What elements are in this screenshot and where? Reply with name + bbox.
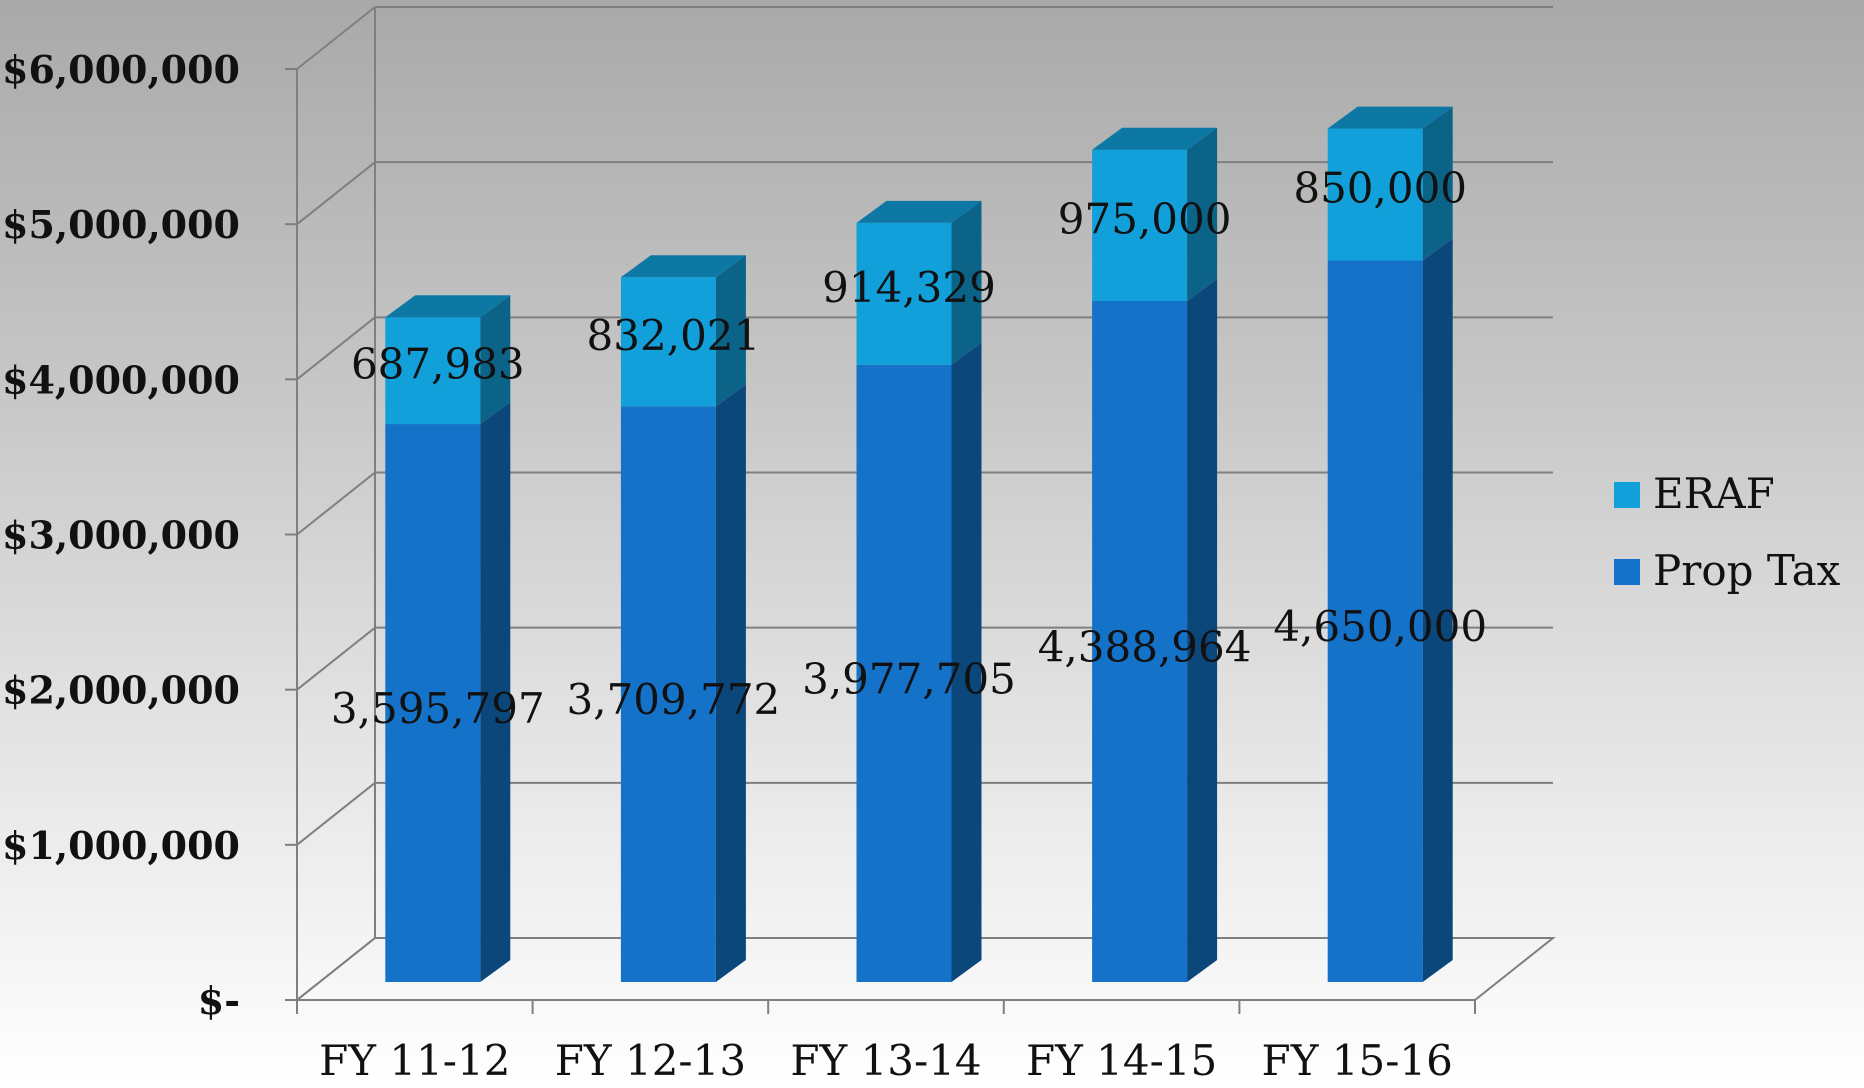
bar-prop-tax (620, 406, 716, 982)
bar-side (1422, 238, 1453, 983)
bar-side (715, 384, 746, 982)
data-label: 687,983 (351, 340, 525, 389)
y-tick-label: $6,000,000 (2, 47, 240, 92)
bar-prop-tax (856, 364, 952, 982)
bar-top (1327, 106, 1453, 129)
bar-side (715, 255, 746, 407)
x-tick-label: FY 12-13 (555, 1036, 746, 1085)
y-tick-label: $1,000,000 (2, 823, 240, 868)
gridline-side (296, 316, 376, 381)
bar-prop-tax (385, 424, 481, 983)
bar-top (385, 295, 511, 318)
x-tick-label: FY 11-12 (319, 1036, 510, 1085)
legend-swatch (1614, 482, 1640, 508)
bars (385, 106, 1453, 983)
bar-side (951, 342, 982, 982)
bar-side (480, 402, 511, 983)
bar-eraf (1092, 149, 1188, 301)
data-label: 914,329 (822, 263, 996, 312)
bar-prop-tax (1092, 300, 1188, 982)
bar-top (1092, 127, 1218, 150)
data-label: 4,650,000 (1273, 602, 1487, 651)
x-tick-label: FY 13-14 (790, 1036, 981, 1085)
y-tick-label: $2,000,000 (2, 668, 240, 713)
gridline-side (296, 161, 376, 225)
data-label: 850,000 (1293, 164, 1467, 213)
y-tick-label: $4,000,000 (2, 357, 240, 402)
gridline-side (296, 471, 376, 536)
legend-swatch (1614, 559, 1640, 585)
data-label: 3,709,772 (567, 675, 781, 724)
bar-eraf (620, 277, 716, 407)
bar-eraf (385, 317, 481, 425)
legend-label: ERAF (1653, 469, 1775, 518)
data-label: 3,977,705 (802, 654, 1016, 703)
gridline-side (296, 6, 376, 70)
bar-eraf (856, 222, 952, 365)
y-tick-label: $5,000,000 (2, 202, 240, 247)
y-tick-label: $3,000,000 (2, 513, 240, 558)
legend: ERAF Prop Tax (1614, 469, 1841, 595)
gridline-side (296, 782, 376, 846)
bar-side (1422, 106, 1453, 261)
bar-top (856, 200, 982, 223)
bar-eraf (1327, 128, 1423, 261)
gridline-side (296, 937, 376, 1001)
x-tick-label: FY 15-16 (1262, 1036, 1453, 1085)
bar-prop-tax (1327, 260, 1423, 983)
gridline-side (296, 626, 376, 691)
data-label: 975,000 (1058, 194, 1232, 243)
bar-side (1187, 127, 1218, 301)
x-tick-label: FY 14-15 (1026, 1036, 1217, 1085)
bar-side (1187, 278, 1218, 982)
bar-top (620, 255, 746, 278)
data-labels: 3,595,797 687,983 3,709,772 832,021 3,977,70… (331, 164, 1487, 733)
legend-label: Prop Tax (1653, 546, 1841, 595)
bar-side (951, 200, 982, 365)
data-label: 832,021 (587, 311, 761, 360)
y-tick-label: $- (198, 978, 240, 1023)
data-label: 4,388,964 (1038, 622, 1252, 671)
data-label: 3,595,797 (331, 684, 545, 733)
bar-side (480, 295, 511, 425)
axes: $- $1,000,000 $2,000,000 $3,000,000 $4,000,0… (2, 7, 1476, 1085)
